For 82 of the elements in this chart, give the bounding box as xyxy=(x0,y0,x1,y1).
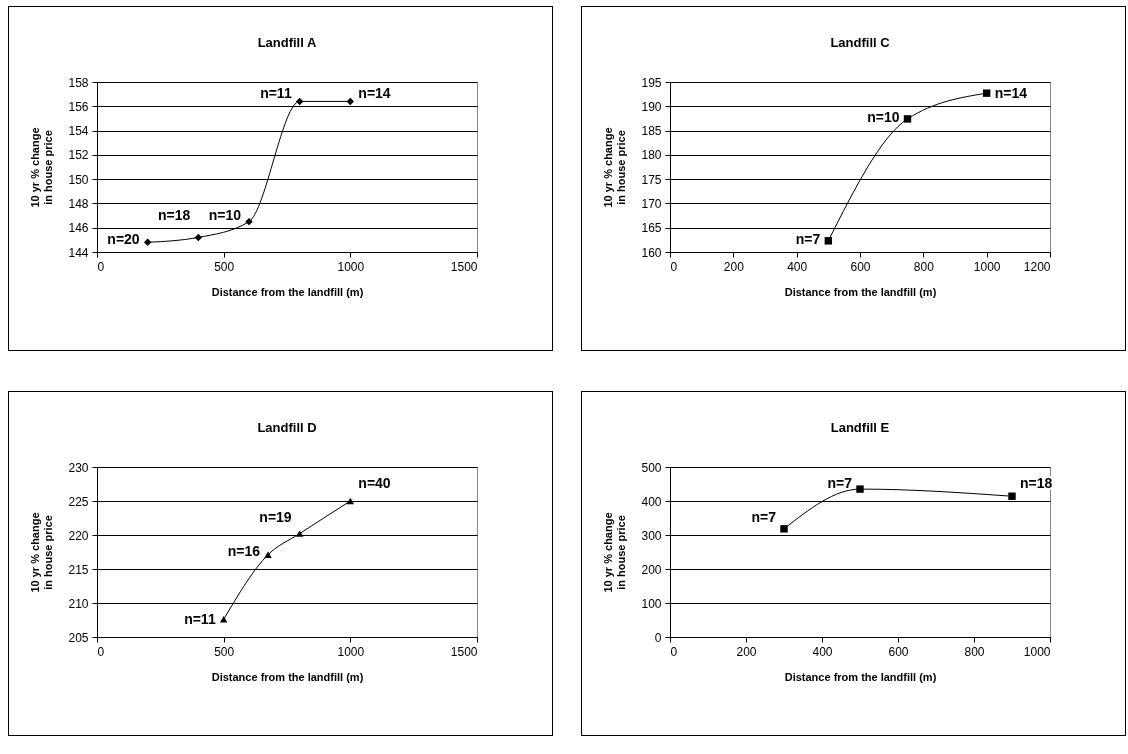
annotation: n=16 xyxy=(227,543,261,559)
x-tick-label: 0 xyxy=(97,644,105,659)
y-tick-label: 500 xyxy=(641,460,662,475)
y-tick-label: 205 xyxy=(68,630,89,645)
x-axis-title: Distance from the landfill (m) xyxy=(211,285,364,298)
y-tick-label: 210 xyxy=(68,596,89,611)
y-tick-label: 146 xyxy=(68,221,89,236)
point xyxy=(824,237,833,245)
x-axis-title: Distance from the landfill (m) xyxy=(784,670,937,683)
y-tick-label: 165 xyxy=(641,221,662,236)
y-tick-label: 154 xyxy=(68,124,89,139)
annotation: n=19 xyxy=(259,509,292,525)
y-tick-label: 190 xyxy=(641,99,662,114)
annotation: n=11 xyxy=(260,85,292,102)
x-tick-label: 800 xyxy=(913,259,935,274)
y-tick-label: 185 xyxy=(641,124,662,139)
y-tick-label: 225 xyxy=(68,494,89,509)
x-tick-label: 400 xyxy=(812,644,833,659)
y-tick-label: 180 xyxy=(641,148,662,163)
x-tick-label: 500 xyxy=(214,259,235,274)
x-tick-label: 400 xyxy=(787,259,808,274)
x-tick-label: 1500 xyxy=(450,259,478,274)
y-tick-label: 0 xyxy=(654,630,662,645)
x-tick-label: 1000 xyxy=(337,644,365,659)
x-tick-label: 600 xyxy=(888,644,909,659)
x-tick-label: 0 xyxy=(97,259,105,274)
annotation: n=14 xyxy=(358,85,391,102)
annotation: n=20 xyxy=(107,230,140,247)
x-tick-label: 1200 xyxy=(1023,259,1051,274)
x-tick-label: 600 xyxy=(850,259,871,274)
y-tick-label: 195 xyxy=(641,75,662,90)
y-tick-label: 215 xyxy=(68,562,89,577)
x-tick-label: 200 xyxy=(736,644,757,659)
annotation: n=11 xyxy=(184,611,216,627)
point xyxy=(856,485,864,493)
chart-title: Landfill E xyxy=(830,420,890,435)
x-tick-label: 200 xyxy=(723,259,745,274)
x-tick-label: 800 xyxy=(964,644,985,659)
annotation: n=18 xyxy=(1020,475,1053,491)
y-tick-label: 175 xyxy=(641,172,662,187)
x-tick-label: 1000 xyxy=(337,259,365,274)
annotation: n=7 xyxy=(795,230,821,247)
x-tick-label: 0 xyxy=(670,644,678,659)
y-tick-label: 220 xyxy=(68,528,89,543)
y-tick-label: 300 xyxy=(641,528,662,543)
y-tick-label: 144 xyxy=(68,245,89,260)
x-tick-label: 1500 xyxy=(450,644,478,659)
y-tick-label: 152 xyxy=(68,148,89,163)
point xyxy=(982,89,991,97)
y-tick-label: 150 xyxy=(68,172,89,187)
annotation: n=40 xyxy=(358,475,391,491)
y-tick-label: 200 xyxy=(641,562,662,577)
x-tick-label: 500 xyxy=(214,644,235,659)
x-tick-label: 1000 xyxy=(973,259,1001,274)
x-tick-label: 0 xyxy=(670,259,678,274)
x-axis-title: Distance from the landfill (m) xyxy=(211,670,364,683)
y-tick-label: 158 xyxy=(68,75,89,90)
y-tick-label: 170 xyxy=(641,196,662,211)
y-axis-title: 10 yr % change in house price xyxy=(602,127,628,208)
x-tick-label: 1000 xyxy=(1023,644,1051,659)
point xyxy=(1008,492,1016,500)
point xyxy=(780,525,788,533)
annotation: n=10 xyxy=(867,109,900,126)
y-tick-label: 100 xyxy=(641,596,662,611)
y-tick-label: 400 xyxy=(641,494,662,509)
y-tick-label: 230 xyxy=(68,460,89,475)
annotation: n=18 xyxy=(158,206,191,223)
annotation: n=10 xyxy=(208,206,242,223)
chart-title: Landfill A xyxy=(257,35,317,50)
chart-title: Landfill D xyxy=(257,420,317,435)
annotation: n=14 xyxy=(994,85,1028,102)
chart-title: Landfill C xyxy=(830,35,891,50)
y-tick-label: 156 xyxy=(68,99,89,114)
x-axis-title: Distance from the landfill (m) xyxy=(784,285,937,298)
y-axis-title: 10 yr % change in house price xyxy=(29,512,55,593)
y-tick-label: 148 xyxy=(68,196,89,211)
y-tick-label: 160 xyxy=(641,245,662,260)
y-axis-title: 10 yr % change in house price xyxy=(602,512,628,593)
y-axis-title: 10 yr % change in house price xyxy=(29,127,55,208)
annotation: n=7 xyxy=(751,509,777,525)
annotation: n=7 xyxy=(827,475,853,491)
point xyxy=(903,115,912,123)
